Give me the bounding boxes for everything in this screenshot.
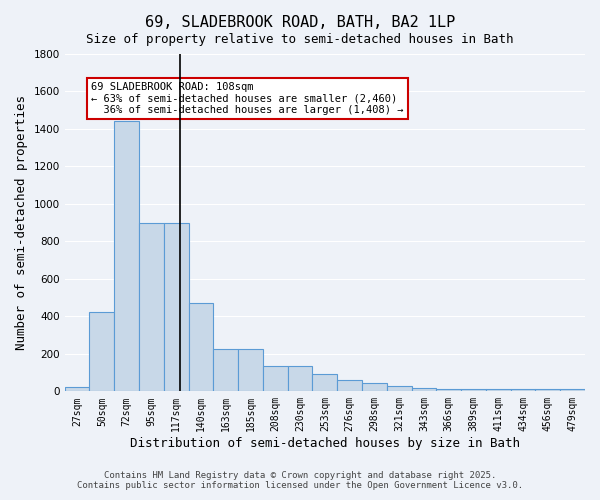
Bar [89,312,114,392]
Bar [436,388,461,392]
Bar [511,390,535,392]
Bar [486,390,511,392]
Bar [461,389,486,392]
Text: 69 SLADEBROOK ROAD: 108sqm
← 63% of semi-detached houses are smaller (2,460)
  3: 69 SLADEBROOK ROAD: 108sqm ← 63% of semi… [91,82,404,116]
Bar [114,122,139,392]
Bar [535,390,560,392]
Bar [139,222,164,392]
Bar [362,383,387,392]
Bar [337,380,362,392]
X-axis label: Distribution of semi-detached houses by size in Bath: Distribution of semi-detached houses by … [130,437,520,450]
Text: Contains HM Land Registry data © Crown copyright and database right 2025.
Contai: Contains HM Land Registry data © Crown c… [77,470,523,490]
Text: 69, SLADEBROOK ROAD, BATH, BA2 1LP: 69, SLADEBROOK ROAD, BATH, BA2 1LP [145,15,455,30]
Bar [412,388,436,392]
Bar [65,386,89,392]
Bar [238,349,263,392]
Y-axis label: Number of semi-detached properties: Number of semi-detached properties [15,95,28,350]
Bar [214,349,238,392]
Bar [263,366,287,392]
Bar [387,386,412,392]
Bar [164,222,188,392]
Text: Size of property relative to semi-detached houses in Bath: Size of property relative to semi-detach… [86,32,514,46]
Bar [313,374,337,392]
Bar [560,390,585,392]
Bar [188,304,214,392]
Bar [287,366,313,392]
